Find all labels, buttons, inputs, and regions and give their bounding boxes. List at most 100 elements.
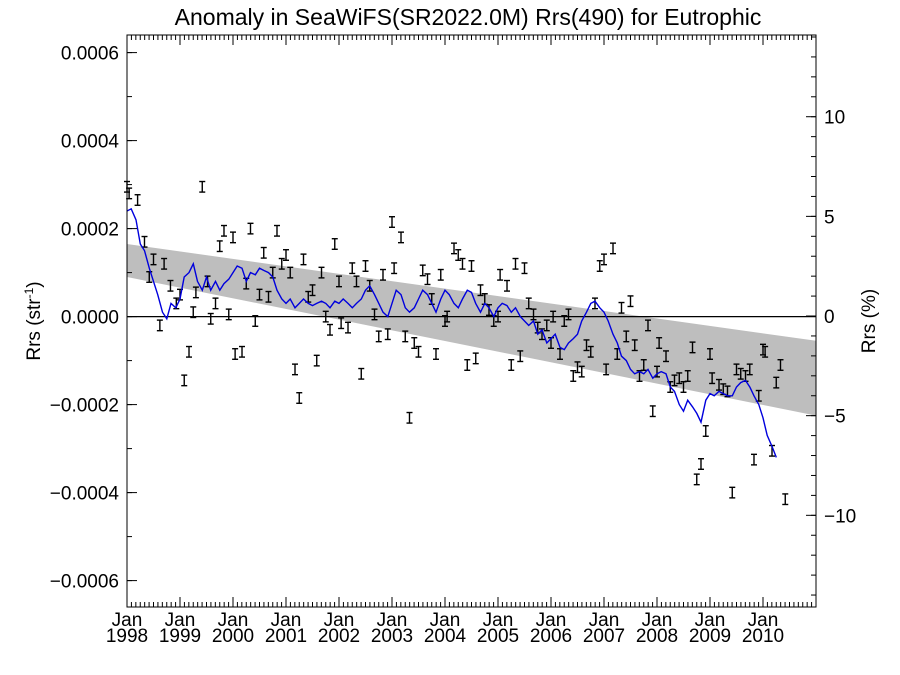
left-y-tick-label: 0.0000 xyxy=(61,308,119,329)
data-point-24 xyxy=(239,345,246,358)
data-point-29 xyxy=(260,246,267,259)
left-y-tick-label: 0.0006 xyxy=(61,44,119,65)
data-point-61 xyxy=(402,330,409,343)
data-point-41 xyxy=(313,354,320,367)
data-point-130 xyxy=(707,348,713,360)
data-point-3 xyxy=(141,235,148,248)
left-y-tick-label: −0.0006 xyxy=(50,572,119,593)
data-point-46 xyxy=(336,275,342,288)
x-tick-label-year: 2003 xyxy=(371,626,413,647)
data-point-101 xyxy=(578,365,585,378)
data-point-71 xyxy=(444,310,451,323)
data-point-6 xyxy=(156,319,163,332)
y-axis-title-left-sup: -1 xyxy=(22,287,36,298)
data-point-120 xyxy=(663,350,670,363)
data-point-72 xyxy=(451,242,458,255)
data-point-140 xyxy=(750,453,757,466)
data-point-131 xyxy=(709,372,716,385)
data-point-116 xyxy=(644,319,651,332)
data-point-100 xyxy=(574,361,581,374)
data-point-36 xyxy=(292,363,299,376)
y-axis-title-right: Rrs (%) xyxy=(859,289,880,353)
x-tick-label-month: Jan xyxy=(324,610,355,631)
data-point-145 xyxy=(773,376,780,389)
data-point-105 xyxy=(596,260,603,272)
data-point-146 xyxy=(777,359,784,371)
data-point-90 xyxy=(530,308,537,321)
x-tick-label-month: Jan xyxy=(695,610,726,631)
x-tick-label-month: Jan xyxy=(483,610,514,631)
data-point-83 xyxy=(497,268,504,281)
data-point-84 xyxy=(504,279,511,292)
data-point-93 xyxy=(543,319,550,332)
data-point-119 xyxy=(656,337,663,349)
data-point-74 xyxy=(459,257,466,270)
data-point-54 xyxy=(371,308,378,321)
data-point-76 xyxy=(468,260,475,272)
data-point-50 xyxy=(353,275,360,288)
x-tick-label-year: 1998 xyxy=(106,626,148,647)
x-tick-label-year: 2001 xyxy=(265,626,307,647)
data-point-30 xyxy=(265,290,272,303)
data-point-38 xyxy=(300,253,307,266)
data-point-112 xyxy=(627,295,634,308)
x-tick-label-month: Jan xyxy=(218,610,249,631)
data-point-103 xyxy=(587,345,594,358)
data-point-66 xyxy=(424,273,431,286)
data-point-60 xyxy=(398,231,405,244)
data-point-107 xyxy=(603,363,610,376)
x-tick-label-month: Jan xyxy=(536,610,567,631)
data-point-129 xyxy=(702,425,709,437)
data-point-12 xyxy=(186,345,193,358)
data-point-126 xyxy=(689,341,696,354)
data-point-43 xyxy=(322,310,329,323)
data-point-21 xyxy=(225,308,232,321)
data-point-135 xyxy=(729,486,736,499)
data-point-122 xyxy=(671,374,678,387)
data-point-59 xyxy=(391,262,398,275)
data-point-19 xyxy=(216,240,223,253)
data-point-58 xyxy=(389,216,395,228)
x-tick-label-year: 2007 xyxy=(583,626,625,647)
y-axis-title-left: Rrs (str-1) xyxy=(22,281,45,360)
data-point-134 xyxy=(724,385,731,398)
data-point-136 xyxy=(733,363,740,376)
chart-title: Anomaly in SeaWiFS(SR2022.0M) Rrs(490) f… xyxy=(175,4,762,30)
data-point-23 xyxy=(232,348,239,360)
x-tick-label-year: 2008 xyxy=(636,626,678,647)
x-tick-label-year: 2006 xyxy=(530,626,572,647)
data-point-95 xyxy=(550,310,557,323)
right-y-tick-label: 0 xyxy=(824,307,835,328)
data-point-7 xyxy=(161,257,168,270)
y-axis-title-left-text: Rrs (str xyxy=(24,298,45,361)
data-point-32 xyxy=(273,224,280,237)
data-point-37 xyxy=(296,392,303,404)
data-point-22 xyxy=(230,231,236,244)
data-point-27 xyxy=(252,315,259,327)
left-y-tick-label: −0.0004 xyxy=(50,484,120,505)
data-point-68 xyxy=(432,348,439,360)
data-point-102 xyxy=(583,339,590,352)
data-point-113 xyxy=(631,339,638,352)
y-axis-title-left-close: ) xyxy=(24,281,45,287)
data-point-63 xyxy=(411,337,418,349)
x-tick-label-month: Jan xyxy=(589,610,620,631)
x-tick-label-year: 2010 xyxy=(742,626,784,647)
data-point-62 xyxy=(406,411,413,424)
data-point-110 xyxy=(618,301,625,314)
data-point-57 xyxy=(384,328,391,341)
left-y-tick-label: −0.0002 xyxy=(50,396,119,417)
data-point-44 xyxy=(326,323,333,336)
x-axis: Jan1998Jan1999Jan2000Jan2001Jan2002Jan20… xyxy=(106,35,817,647)
data-point-69 xyxy=(437,268,444,281)
data-point-77 xyxy=(472,352,479,365)
x-tick-label-month: Jan xyxy=(271,610,302,631)
data-point-13 xyxy=(190,306,197,319)
data-point-18 xyxy=(212,297,219,310)
data-point-2 xyxy=(134,194,141,206)
data-point-65 xyxy=(419,264,426,277)
data-point-123 xyxy=(676,372,683,385)
x-tick-label-year: 2002 xyxy=(318,626,360,647)
data-point-45 xyxy=(331,238,338,250)
x-tick-label-month: Jan xyxy=(165,610,196,631)
